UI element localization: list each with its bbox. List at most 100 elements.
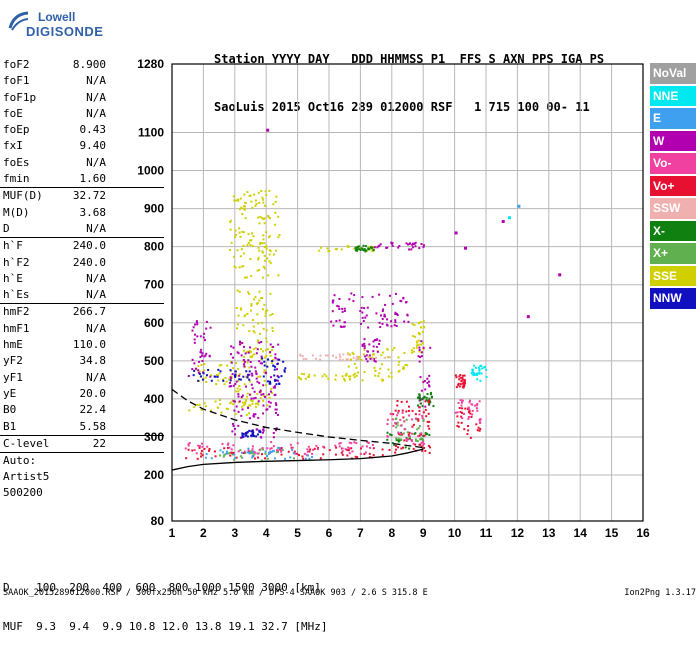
echo-point-vo [347,449,350,452]
x-tick-label: 2 [200,526,207,540]
echo-point-nne [471,373,474,376]
echo-point-sse [273,253,276,256]
echo-point-e [219,449,222,452]
x-tick-label: 15 [605,526,619,540]
echo-point-vo [478,419,481,422]
echo-point-sse [377,375,380,378]
echo-point-nnw [266,365,269,368]
echo-point-vo [381,454,384,457]
echo-point-sse [263,303,266,306]
isolated-echo-point [266,128,270,132]
echo-point-vo [312,448,315,451]
echo-point-w [397,246,400,249]
echo-point-vo [463,381,466,384]
echo-point-sse [203,363,206,366]
echo-point-vo [414,413,417,416]
param-value: N/A [86,155,106,169]
echo-point-w [406,243,409,246]
echo-point-vo [303,452,306,455]
echo-point-vo [400,424,403,427]
echo-point-w [341,310,344,313]
echo-point-vo [395,448,398,451]
echo-point-e [246,451,249,454]
echo-point-e [306,454,309,457]
echo-point-e [240,451,243,454]
echo-point-sse [257,339,260,342]
echo-point-sse [253,298,256,301]
echo-point-vo [346,454,349,457]
echo-point-w [396,314,399,317]
echo-point-sse [236,327,239,330]
echo-point-vo [348,447,351,450]
echo-point-sse [269,250,272,253]
echo-point-e [204,456,207,459]
echo-point-w [233,409,236,412]
echo-point-w [374,360,377,363]
echo-point-nnw [217,368,220,371]
param-name: MUF(D) [3,189,43,203]
echo-point-sse [227,408,230,411]
echo-point-vo [366,441,369,444]
echo-point-sse [266,257,269,260]
echo-point-w [332,299,335,302]
param-separator [0,452,164,454]
x-tick-label: 6 [326,526,333,540]
echo-point-w [259,389,262,392]
echo-point-vo [191,449,194,452]
echo-point-nnw [263,360,266,363]
echo-point-sse [265,354,268,357]
echo-point-vo [221,442,224,445]
echo-point-w [418,360,421,363]
echo-point-w [241,408,244,411]
echo-point-vo [399,432,402,435]
echo-point-sse [360,358,363,361]
echo-point-w [390,241,393,244]
echo-point-vo [457,382,460,385]
echo-point-w [205,327,208,330]
echo-point-vo [408,414,411,417]
echo-point-w [252,397,255,400]
echo-point-sse [382,379,385,382]
echo-point-sse [221,378,224,381]
echo-point-w [380,314,383,317]
echo-point-w [205,320,208,323]
echo-point-sse [374,374,377,377]
echo-point-x [396,421,399,424]
echo-point-w [274,402,277,405]
echo-point-sse [297,376,300,379]
echo-point-vo [296,452,299,455]
echo-point-sse [232,195,235,198]
echo-point-sse [261,217,264,220]
echo-point-vo [305,453,308,456]
echo-point-x [426,393,429,396]
echo-point-x [405,418,408,421]
echo-point-sse [264,364,267,367]
echo-point-sse [241,213,244,216]
echo-point-w [343,325,346,328]
echo-point-vo [462,374,465,377]
y-tick-label: 600 [144,316,164,330]
echo-point-sse [320,246,323,249]
echo-point-x [359,248,362,251]
echo-point-vo [403,439,406,442]
echo-point-w [259,362,262,365]
param-row: hmF2 266.7 [0,304,164,320]
echo-point-sse [268,396,271,399]
echo-point-sse [262,265,265,268]
echo-point-w [239,436,242,439]
echo-point-sse [251,354,254,357]
echo-point-w [365,354,368,357]
echo-point-w [240,354,243,357]
echo-point-sse [380,378,383,381]
echo-point-sse [265,349,268,352]
echo-point-vo [230,451,233,454]
echo-point-sse [243,193,246,196]
echo-point-nnw [276,362,279,365]
echo-point-w [232,424,235,427]
echo-point-vo [475,423,478,426]
echo-point-vo [293,450,296,453]
echo-point-w [398,245,401,248]
param-row: foE N/A [0,106,164,122]
echo-point-vo [424,400,427,403]
echo-point-sse [361,379,364,382]
